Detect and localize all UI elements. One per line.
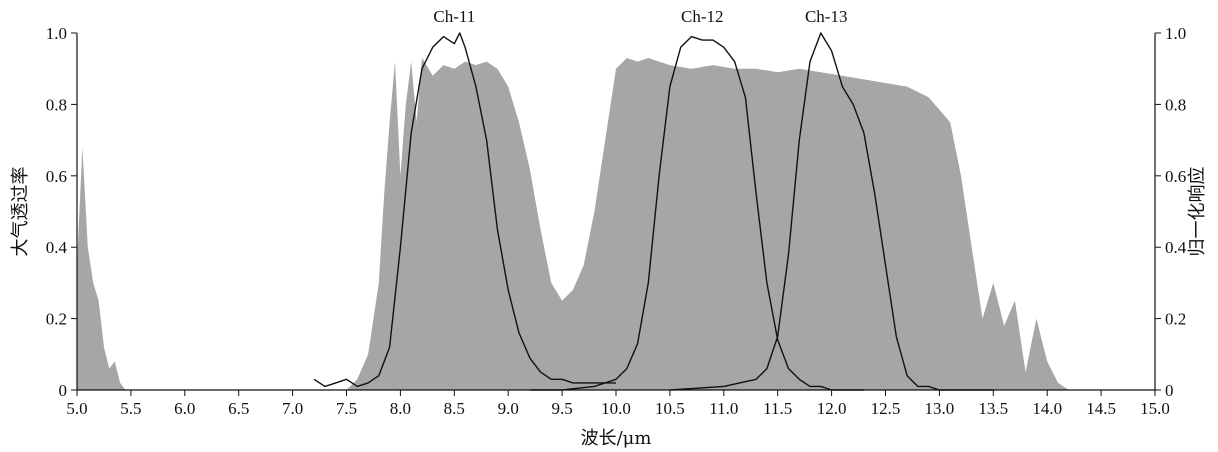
response-curve-ch-12 (529, 35, 864, 391)
y-right-tick-label: 0.4 (1165, 238, 1187, 257)
x-tick-label: 5.5 (120, 399, 141, 418)
y-axis-left-title: 大气透过率 (10, 167, 31, 257)
band-label-ch-13: Ch-13 (805, 7, 848, 26)
y-left-tick-label: 0.6 (46, 167, 67, 186)
response-curve-ch-11 (313, 32, 616, 388)
x-tick-label: 8.0 (390, 399, 411, 418)
band-label-ch-12: Ch-12 (681, 7, 724, 26)
y-right-tick-label: 0 (1165, 381, 1174, 400)
x-tick-label: 12.5 (871, 399, 901, 418)
transmittance-area (77, 58, 1155, 390)
x-tick-label: 9.0 (498, 399, 519, 418)
y-left-tick-label: 0.2 (46, 310, 67, 329)
y-right-tick-label: 0.8 (1165, 95, 1186, 114)
y-right-tick-label: 0.2 (1165, 310, 1186, 329)
y-right-tick-label: 0.6 (1165, 167, 1186, 186)
x-tick-label: 12.0 (817, 399, 847, 418)
x-tick-label: 7.5 (336, 399, 357, 418)
x-tick-label: 7.0 (282, 399, 303, 418)
x-tick-label: 10.5 (655, 399, 685, 418)
response-curves-layer (313, 32, 994, 391)
axes-layer: 5.0 5.5 6.0 6.5 7.0 7.5 8.0 8.5 9.0 9.5 10.0 10.5 11… (46, 24, 1187, 418)
x-tick-label: 14.5 (1086, 399, 1116, 418)
x-tick-label: 5.0 (66, 399, 87, 418)
y-left-tick-label: 0 (59, 381, 68, 400)
x-tick-label: 14.0 (1032, 399, 1062, 418)
x-tick-label: 11.5 (763, 399, 792, 418)
y-left-tick-label: 1.0 (46, 24, 67, 43)
x-tick-label: 9.5 (551, 399, 572, 418)
x-axis-title: 波长/μm (581, 428, 652, 449)
band-label-ch-11: Ch-11 (433, 7, 475, 26)
y-axis-right-title: 归一化响应 (1187, 167, 1208, 257)
x-tick-label: 15.0 (1140, 399, 1170, 418)
x-tick-label: 13.0 (925, 399, 955, 418)
y-right-tick-label: 1.0 (1165, 24, 1186, 43)
x-tick-label: 11.0 (709, 399, 738, 418)
labels-layer: 波长/μm 大气透过率 归一化响应 Ch-11 Ch-12 Ch-13 (10, 7, 1208, 449)
y-left-tick-label: 0.4 (46, 238, 68, 257)
x-tick-label: 6.5 (228, 399, 249, 418)
y-left-tick-label: 0.8 (46, 95, 67, 114)
response-curve-ch-13 (669, 32, 994, 391)
x-tick-label: 10.0 (601, 399, 631, 418)
x-tick-label: 13.5 (978, 399, 1008, 418)
x-tick-label: 6.0 (174, 399, 195, 418)
transmittance-area-layer (77, 58, 1155, 390)
x-tick-label: 8.5 (444, 399, 465, 418)
